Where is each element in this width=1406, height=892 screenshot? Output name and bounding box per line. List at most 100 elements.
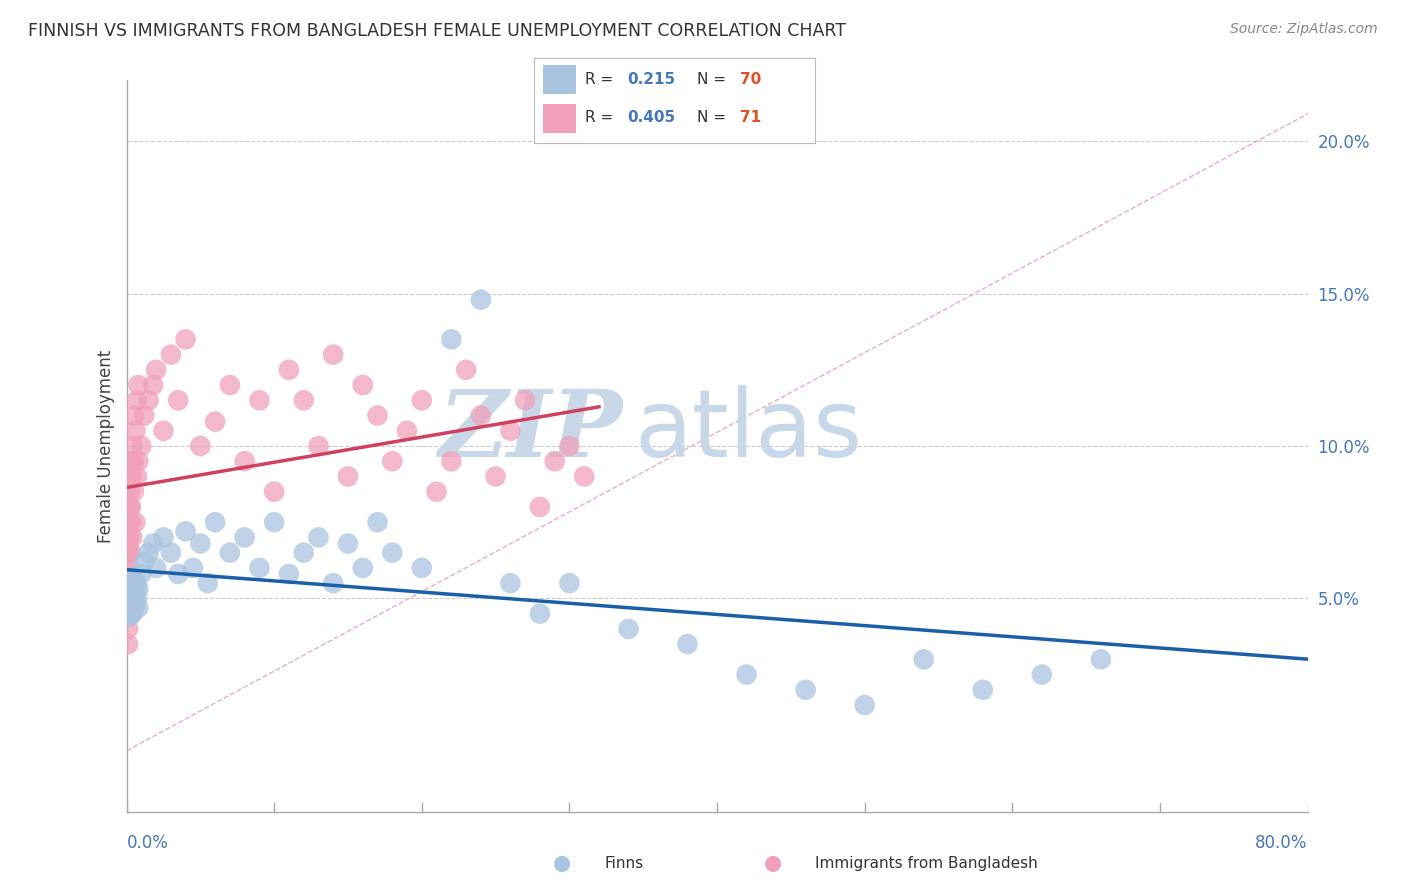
Point xyxy=(120,500,142,514)
Point xyxy=(159,347,183,362)
Point xyxy=(853,698,876,712)
Point xyxy=(118,576,141,591)
Point xyxy=(118,573,141,587)
Point xyxy=(117,603,139,617)
Text: 0.215: 0.215 xyxy=(627,71,675,87)
Point xyxy=(121,607,143,621)
Point xyxy=(120,546,142,560)
Point xyxy=(118,484,141,499)
Point xyxy=(122,484,145,499)
Point xyxy=(454,363,477,377)
Text: atlas: atlas xyxy=(634,385,863,477)
Point xyxy=(122,454,145,468)
Point xyxy=(127,454,149,468)
Point xyxy=(118,546,141,560)
Text: 0.405: 0.405 xyxy=(627,110,675,125)
Text: ●: ● xyxy=(554,854,571,873)
Point xyxy=(352,378,374,392)
Point xyxy=(174,332,197,346)
Point xyxy=(219,378,242,392)
Point xyxy=(307,530,329,544)
Point xyxy=(118,561,141,575)
Point xyxy=(120,515,142,529)
Point xyxy=(558,439,581,453)
Point xyxy=(794,682,817,697)
Point xyxy=(366,515,388,529)
Point xyxy=(617,622,640,636)
Point xyxy=(499,576,522,591)
Point xyxy=(247,561,270,575)
Point xyxy=(145,363,167,377)
Point xyxy=(117,515,139,529)
Point xyxy=(574,469,596,483)
Point xyxy=(366,409,388,423)
Point xyxy=(118,600,141,615)
Point xyxy=(470,409,492,423)
Text: Finns: Finns xyxy=(605,856,644,871)
Point xyxy=(117,579,139,593)
Point xyxy=(121,530,143,544)
Point xyxy=(124,424,146,438)
Point xyxy=(125,393,148,408)
Point xyxy=(122,591,145,606)
Point xyxy=(529,607,551,621)
Point xyxy=(558,576,581,591)
Point xyxy=(127,582,149,597)
Point xyxy=(197,576,219,591)
Point xyxy=(134,409,156,423)
Text: 80.0%: 80.0% xyxy=(1256,834,1308,852)
Point xyxy=(118,594,141,608)
Point xyxy=(117,591,139,606)
Point xyxy=(125,576,148,591)
Point xyxy=(233,530,256,544)
Point xyxy=(121,598,143,612)
Point xyxy=(117,561,139,575)
Point xyxy=(118,530,141,544)
Point xyxy=(121,582,143,597)
Point xyxy=(167,393,190,408)
Point xyxy=(425,484,447,499)
Point xyxy=(152,530,174,544)
Point xyxy=(440,332,463,346)
Point xyxy=(515,393,537,408)
Point xyxy=(411,393,433,408)
Point xyxy=(122,603,145,617)
Point xyxy=(125,469,148,483)
Point xyxy=(204,515,226,529)
Point xyxy=(912,652,935,666)
Point xyxy=(118,582,141,597)
Point xyxy=(440,454,463,468)
Point xyxy=(352,561,374,575)
Point xyxy=(307,439,329,453)
Point xyxy=(219,546,242,560)
Text: N =: N = xyxy=(697,110,731,125)
Point xyxy=(263,484,285,499)
Point xyxy=(543,454,565,468)
Point xyxy=(127,600,149,615)
Point xyxy=(676,637,699,651)
Text: Immigrants from Bangladesh: Immigrants from Bangladesh xyxy=(815,856,1038,871)
Point xyxy=(204,415,226,429)
Point xyxy=(120,585,142,599)
Point xyxy=(278,363,301,377)
Point xyxy=(181,561,204,575)
Point xyxy=(322,347,344,362)
Point xyxy=(411,561,433,575)
Point xyxy=(129,439,153,453)
Point xyxy=(122,576,145,591)
Point xyxy=(118,607,141,621)
Point xyxy=(499,424,522,438)
Text: N =: N = xyxy=(697,71,731,87)
Point xyxy=(188,536,211,550)
Point xyxy=(117,536,139,550)
Point xyxy=(117,637,139,651)
Point xyxy=(159,546,183,560)
Point xyxy=(120,598,142,612)
Point xyxy=(121,439,143,453)
Point xyxy=(233,454,256,468)
Text: 0.0%: 0.0% xyxy=(127,834,169,852)
Point xyxy=(292,546,315,560)
Point xyxy=(145,561,167,575)
Point xyxy=(121,570,143,584)
Point xyxy=(118,500,141,514)
